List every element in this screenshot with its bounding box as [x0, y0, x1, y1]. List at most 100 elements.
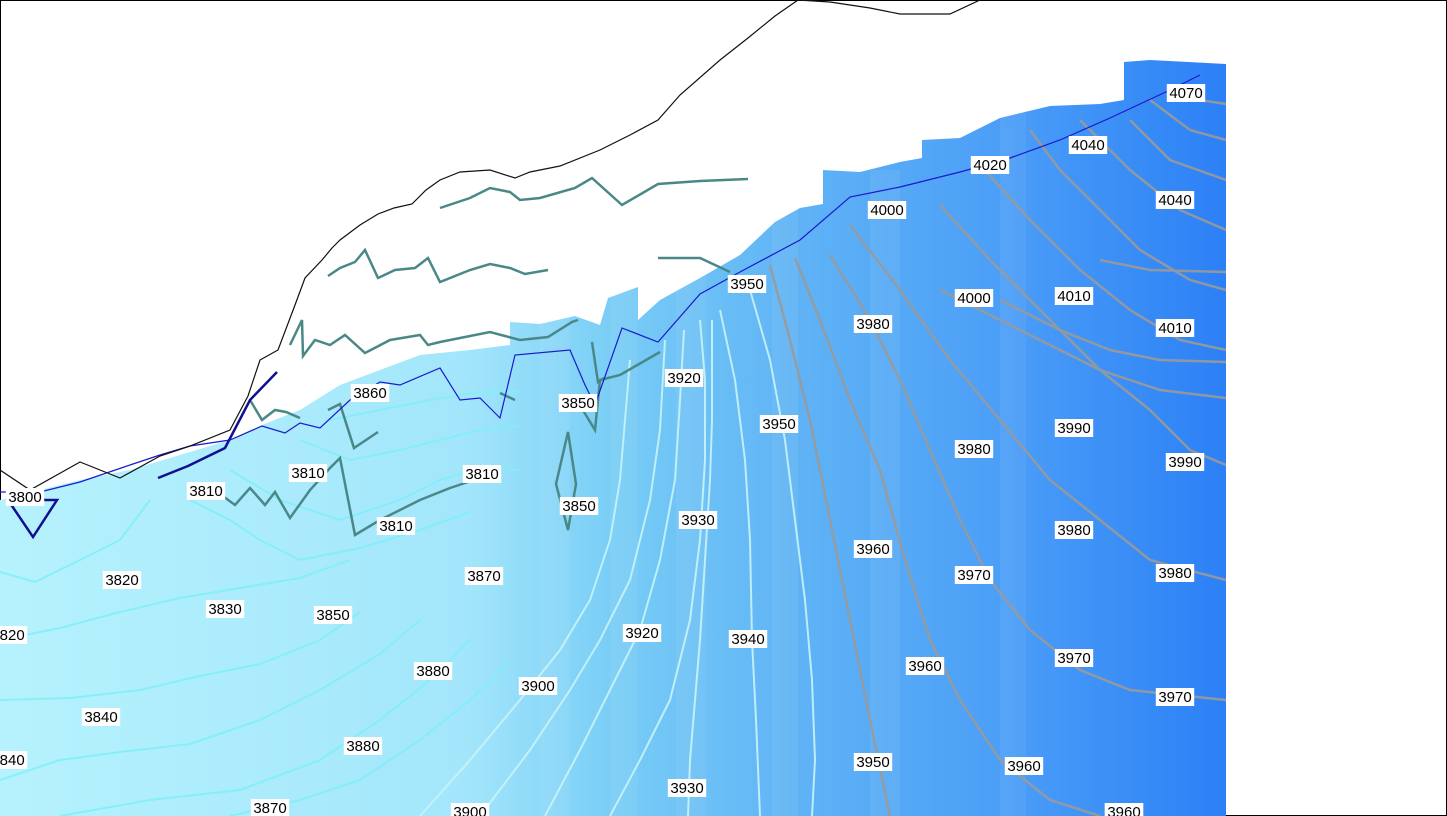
contour-label: 3850: [559, 497, 599, 515]
contour-label-bg: [728, 630, 768, 648]
contour-label-bg: [1166, 84, 1206, 102]
contour-label-bg: [413, 662, 453, 680]
contour-label-bg: [759, 415, 799, 433]
contour-label-bg: [518, 677, 558, 695]
contour-label-text: 3970: [957, 567, 990, 584]
contour-label: 3800: [5, 488, 45, 506]
contour-label-bg: [250, 799, 290, 816]
contour-label-bg: [622, 624, 662, 642]
contour-label-text: 3870: [253, 800, 286, 816]
contour-label-text: 3880: [346, 738, 379, 755]
contour-label: 3850: [558, 394, 598, 412]
contour-label-bg: [343, 737, 383, 755]
contour-label-bg: [559, 497, 599, 515]
contour-label-text: 3820: [105, 572, 138, 589]
contour-label-bg: [102, 571, 142, 589]
contour-label-bg: [313, 606, 353, 624]
contour-label: 4000: [867, 201, 907, 219]
contour-label-bg: [558, 394, 598, 412]
ridge-lines: [189, 176, 749, 537]
contour-label-text: 4010: [1158, 320, 1191, 337]
contour-label-text: 4020: [973, 157, 1006, 174]
contour-lines-high: [768, 83, 1226, 816]
contour-label-bg: [1004, 757, 1044, 775]
contour-label: 3980: [954, 440, 994, 458]
contour-label-text: 3950: [730, 276, 763, 293]
contour-label-bg: [853, 540, 893, 558]
contour-label: 4040: [1068, 136, 1108, 154]
contour-label-text: 3840: [84, 709, 117, 726]
contour-label-text: 3840: [0, 752, 25, 769]
contour-label-bg: [1054, 521, 1094, 539]
contour-label-bg: [853, 315, 893, 333]
contour-label-text: 3820: [0, 627, 25, 644]
contour-label-bg: [1155, 191, 1195, 209]
contour-label: 3810: [376, 517, 416, 535]
contour-label-bg: [288, 464, 328, 482]
contour-label-bg: [1054, 419, 1094, 437]
boundary-line: [0, 74, 1201, 493]
contour-label-text: 4010: [1057, 288, 1090, 305]
contour-label-text: 3930: [670, 780, 703, 797]
contour-label-bg: [867, 201, 907, 219]
contour-label-bg: [1155, 319, 1195, 337]
contour-label-bg: [1054, 287, 1094, 305]
terrain-shading: [540, 110, 1026, 816]
contour-label: 3900: [518, 677, 558, 695]
contour-label-bg: [1068, 136, 1108, 154]
contour-labels: 4070 4040 4040 4020 4000 4010 4010 4000 3980 3950…: [0, 84, 1206, 816]
contour-label-text: 3960: [856, 541, 889, 558]
contour-label: 3920: [622, 624, 662, 642]
contour-label: 3860: [350, 384, 390, 402]
contour-label-text: 3980: [856, 316, 889, 333]
contour-label-text: 4040: [1071, 137, 1104, 154]
contour-label-text: 3940: [731, 631, 764, 648]
contour-label-text: 3870: [467, 568, 500, 585]
contour-label-bg: [970, 156, 1010, 174]
contour-label-text: 4040: [1158, 192, 1191, 209]
contour-label: 3980: [1155, 564, 1195, 582]
contour-label: 3840: [0, 751, 28, 769]
contour-label: 3940: [728, 630, 768, 648]
contour-label-bg: [1054, 649, 1094, 667]
contour-label-bg: [186, 482, 226, 500]
contour-label-text: 3990: [1168, 454, 1201, 471]
contour-label: 3990: [1054, 419, 1094, 437]
contour-label-text: 3970: [1158, 689, 1191, 706]
contour-label-text: 3810: [189, 483, 222, 500]
contour-label-text: 3830: [208, 601, 241, 618]
contour-label-bg: [954, 289, 994, 307]
contour-label: 3900: [450, 803, 490, 816]
contour-label-text: 3810: [291, 465, 324, 482]
contour-label-bg: [905, 657, 945, 675]
contour-label-text: 3960: [1007, 758, 1040, 775]
contour-label: 4040: [1155, 191, 1195, 209]
contour-label-bg: [81, 708, 121, 726]
contour-label: 4010: [1155, 319, 1195, 337]
contour-label: 3850: [313, 606, 353, 624]
contour-label-bg: [0, 751, 28, 769]
contour-label: 3930: [667, 779, 707, 797]
contour-label-bg: [727, 275, 767, 293]
contour-label-bg: [667, 779, 707, 797]
contour-label: 3960: [1004, 757, 1044, 775]
contour-label-text: 4000: [957, 290, 990, 307]
contour-label: 3810: [288, 464, 328, 482]
contour-label-bg: [5, 488, 45, 506]
contour-label: 3960: [905, 657, 945, 675]
contour-label-bg: [664, 369, 704, 387]
contour-label-text: 3990: [1057, 420, 1090, 437]
contour-label: 3830: [205, 600, 245, 618]
contour-label-text: 3980: [1158, 565, 1191, 582]
contour-label-text: 3850: [562, 498, 595, 515]
contour-label: 4020: [970, 156, 1010, 174]
contour-label: 3870: [464, 567, 504, 585]
contour-label: 3950: [727, 275, 767, 293]
contour-label-bg: [462, 465, 502, 483]
contour-label: 3980: [853, 315, 893, 333]
contour-label-bg: [678, 511, 718, 529]
contour-label-bg: [0, 626, 28, 644]
contour-label: 3920: [664, 369, 704, 387]
terrain-outline: [0, 0, 981, 491]
